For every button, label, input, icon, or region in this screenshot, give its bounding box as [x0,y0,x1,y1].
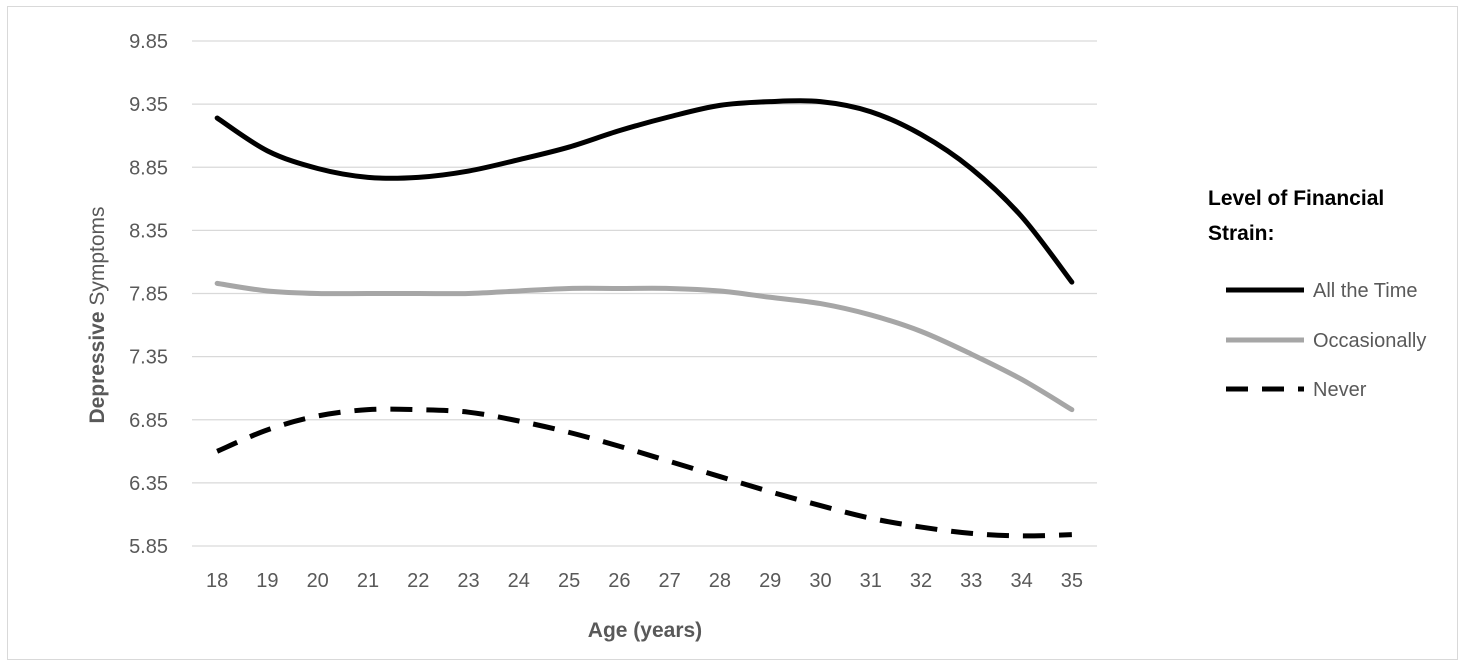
x-tick-label: 35 [1061,570,1083,592]
x-axis-title: Age (years) [588,619,702,642]
y-tick-label: 8.85 [129,157,168,179]
x-tick-label: 23 [457,570,479,592]
series-line-never [216,406,1072,539]
y-tick-label: 5.85 [129,536,168,558]
legend-items: All the Time Occasionally Never [1226,280,1426,401]
legend-title-line-2: Strain: [1208,222,1275,245]
y-tick-label: 9.35 [129,94,168,116]
x-tick-label: 25 [558,570,580,592]
x-tick-label: 28 [709,570,731,592]
legend-label: Occasionally [1313,330,1426,352]
x-tick-label: 26 [608,570,630,592]
y-tick-label: 6.35 [129,473,168,495]
y-tick-label: 9.85 [129,31,168,53]
x-tick-label: 20 [307,570,329,592]
y-axis-title-bold: Depressive [86,311,109,423]
x-tick-label: 21 [357,570,379,592]
x-tick-label: 34 [1010,570,1032,592]
y-tick-label: 6.85 [129,410,168,432]
y-tick-label: 7.85 [129,284,168,306]
y-tick-labels: 5.85 6.35 6.85 7.35 7.85 8.35 8.85 9.35 9.85 [129,31,168,558]
y-tick-label: 7.35 [129,347,168,369]
y-tick-label: 8.35 [129,220,168,242]
y-axis-title-rest: Symptoms [86,206,109,311]
x-tick-labels: 18 19 20 21 22 23 24 25 26 27 28 29 30 31 32 33 34 35 [206,570,1083,592]
legend: Level of Financial Strain: All the Time O… [1208,187,1426,401]
x-tick-label: 27 [659,570,681,592]
x-tick-label: 19 [256,570,278,592]
series-line-all-the-time [214,98,1075,285]
x-tick-label: 18 [206,570,228,592]
y-axis-title: Depressive Symptoms [86,206,109,423]
x-tick-label: 32 [910,570,932,592]
x-tick-label: 30 [809,570,831,592]
x-tick-label: 22 [407,570,429,592]
x-tick-label: 24 [508,570,530,592]
x-tick-label: 33 [960,570,982,592]
x-tick-label: 31 [860,570,882,592]
legend-label: Never [1313,379,1367,401]
series-line-occasionally [214,280,1075,413]
chart-frame [7,6,1458,660]
x-tick-label: 29 [759,570,781,592]
legend-title-line-1: Level of Financial [1208,187,1384,210]
series-lines [214,98,1075,539]
legend-label: All the Time [1313,280,1417,302]
